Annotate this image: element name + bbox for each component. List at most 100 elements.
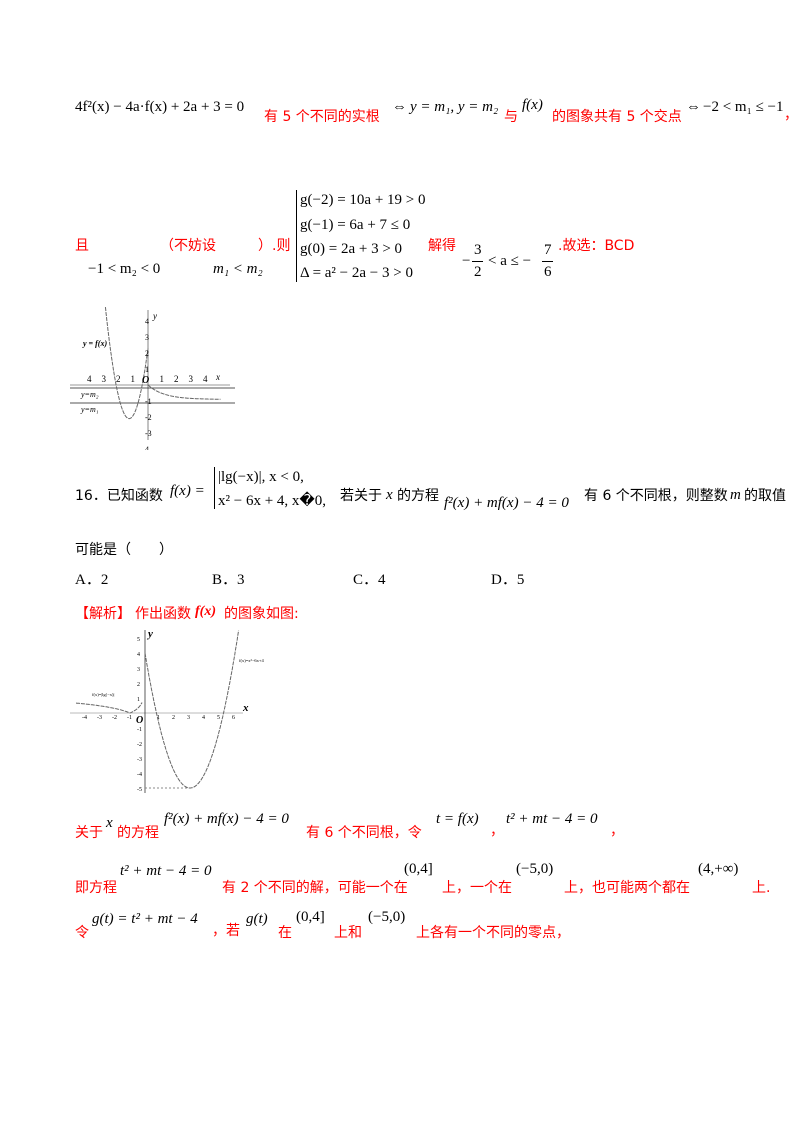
equation: f(x) xyxy=(522,97,543,113)
case: |lg(−x)|, x < 0, xyxy=(218,469,304,485)
y-tick-label: 3 xyxy=(137,667,140,673)
text: 上和 xyxy=(334,925,362,941)
text: ， xyxy=(490,823,504,839)
y-axis-label: y xyxy=(146,628,153,640)
brace xyxy=(214,467,215,509)
brace xyxy=(296,190,297,282)
numerator: 3 xyxy=(474,242,482,258)
text: 令 xyxy=(75,925,89,941)
x-tick-label: 2 xyxy=(172,715,175,721)
y-tick-label: -1 xyxy=(137,727,142,733)
text: 在 xyxy=(278,925,292,941)
equation: t² + mt − 4 = 0 xyxy=(506,811,598,827)
equation: f(x) = xyxy=(170,483,205,499)
y-tick-label: 4 xyxy=(145,317,149,326)
y-tick-label: -1 xyxy=(145,397,152,406)
equation: t² + mt − 4 = 0 xyxy=(120,863,212,879)
text: 作出函数 xyxy=(135,606,191,622)
y-tick-label: -3 xyxy=(145,429,152,438)
text: 上，一个在 xyxy=(442,880,512,896)
variable: x xyxy=(106,815,113,831)
text: 若关于 xyxy=(340,488,382,504)
curve-lg xyxy=(76,702,143,714)
text: 且 xyxy=(75,238,89,254)
text: 与 xyxy=(504,109,518,125)
equation: m₁ < m₂ xyxy=(213,261,263,277)
text: 有 5 个不同的实根 xyxy=(264,109,380,125)
text: f(x) xyxy=(195,604,216,619)
system-line: Δ = a² − 2a − 3 > 0 xyxy=(300,265,413,281)
line-m2-label: y=m₂ xyxy=(80,390,99,399)
fraction-bar xyxy=(472,261,483,262)
question-number: 16．已知函数 xyxy=(75,488,163,504)
text: 关于 xyxy=(75,825,103,841)
x-tick-label: 2 xyxy=(174,374,179,384)
interval: (−5,0) xyxy=(368,909,406,925)
x-axis-label: x xyxy=(242,702,249,714)
origin-label: O xyxy=(136,715,143,726)
origin-label: O xyxy=(142,375,149,386)
numerator: 7 xyxy=(544,242,552,258)
answer: .故选：BCD xyxy=(558,238,635,254)
text: 上，也可能两个都在 xyxy=(564,880,690,896)
analysis-label: 【解析】 xyxy=(75,606,131,622)
equation: 4f²(x) − 4a·f(x) + 2a + 3 = 0 xyxy=(75,99,245,115)
option-d: D．5 xyxy=(491,572,525,588)
y-tick-label: -3 xyxy=(137,757,142,763)
y-tick-label: 4 xyxy=(145,445,149,450)
curve-label: y = f(x) xyxy=(82,339,107,348)
text: ）.则 xyxy=(258,238,291,254)
text: 上各有一个不同的零点， xyxy=(416,925,570,941)
text: 有 2 个不同的解，可能一个在 xyxy=(222,880,408,896)
text: 上. xyxy=(752,880,771,896)
curve-parabola xyxy=(144,630,240,789)
text: ， xyxy=(784,107,798,123)
text: 即方程 xyxy=(75,880,117,896)
symbol: ⇔ xyxy=(686,99,701,115)
y-tick-label: -2 xyxy=(137,742,142,748)
y-tick-label: 4 xyxy=(137,652,140,658)
option-b: B．3 xyxy=(212,572,245,588)
option-a: A．2 xyxy=(75,572,109,588)
x-tick-label: 6 xyxy=(232,715,235,721)
y-tick-label: 5 xyxy=(137,637,140,643)
equation: f²(x) + mf(x) − 4 = 0 xyxy=(164,811,289,827)
x-tick-label: 3 xyxy=(102,374,107,384)
text: 有 6 个不同根，则整数 xyxy=(584,488,728,504)
equation: −1 < m₂ < 0 xyxy=(88,261,161,277)
x-tick-label: -4 xyxy=(82,715,87,721)
y-tick-label: 2 xyxy=(137,682,140,688)
text: （不妨设 xyxy=(160,238,216,254)
x-tick-label: 3 xyxy=(189,374,194,384)
fraction-bar xyxy=(542,261,553,262)
text: 解得 xyxy=(428,238,456,254)
x-tick-label: 1 xyxy=(157,715,160,721)
curve-left xyxy=(104,307,149,420)
system-line: g(−1) = 6a + 7 ≤ 0 xyxy=(300,217,411,233)
text: 有 6 个不同根，令 xyxy=(306,825,422,841)
y-tick-label: -4 xyxy=(137,772,142,778)
curve-right xyxy=(147,384,221,400)
right-curve-label: f(x)=x²−6x+4 xyxy=(239,658,264,663)
inequality: < a ≤ − xyxy=(488,253,532,269)
case: x² − 6x + 4, x�0, xyxy=(218,493,327,509)
equation: f²(x) + mf(x) − 4 = 0 xyxy=(444,495,569,511)
y-axis-label: y xyxy=(152,311,157,321)
equation: g(t) = t² + mt − 4 xyxy=(92,911,198,927)
x-tick-label: 3 xyxy=(187,715,190,721)
option-c: C．4 xyxy=(353,572,386,588)
x-tick-label: -1 xyxy=(127,715,132,721)
equation: −2 < m₁ ≤ −1 xyxy=(703,99,784,115)
symbol: ⇔ xyxy=(392,99,407,115)
x-axis-label: x xyxy=(215,372,220,382)
system-line: g(−2) = 10a + 19 > 0 xyxy=(300,192,426,208)
interval: (4,+∞) xyxy=(698,861,739,877)
function-graph-2: -4 -3 -2 -1 1 2 3 4 5 6 5 4 3 2 1 -1 -2 -3 -4 -5 y x Of(x)=|lg… xyxy=(70,628,264,793)
minus: − xyxy=(462,253,471,269)
text: ， xyxy=(610,823,624,839)
text: 的方程 xyxy=(117,825,159,841)
equation: g(t) xyxy=(246,911,268,927)
equation: y = m₁, y = m₂ xyxy=(410,99,499,115)
